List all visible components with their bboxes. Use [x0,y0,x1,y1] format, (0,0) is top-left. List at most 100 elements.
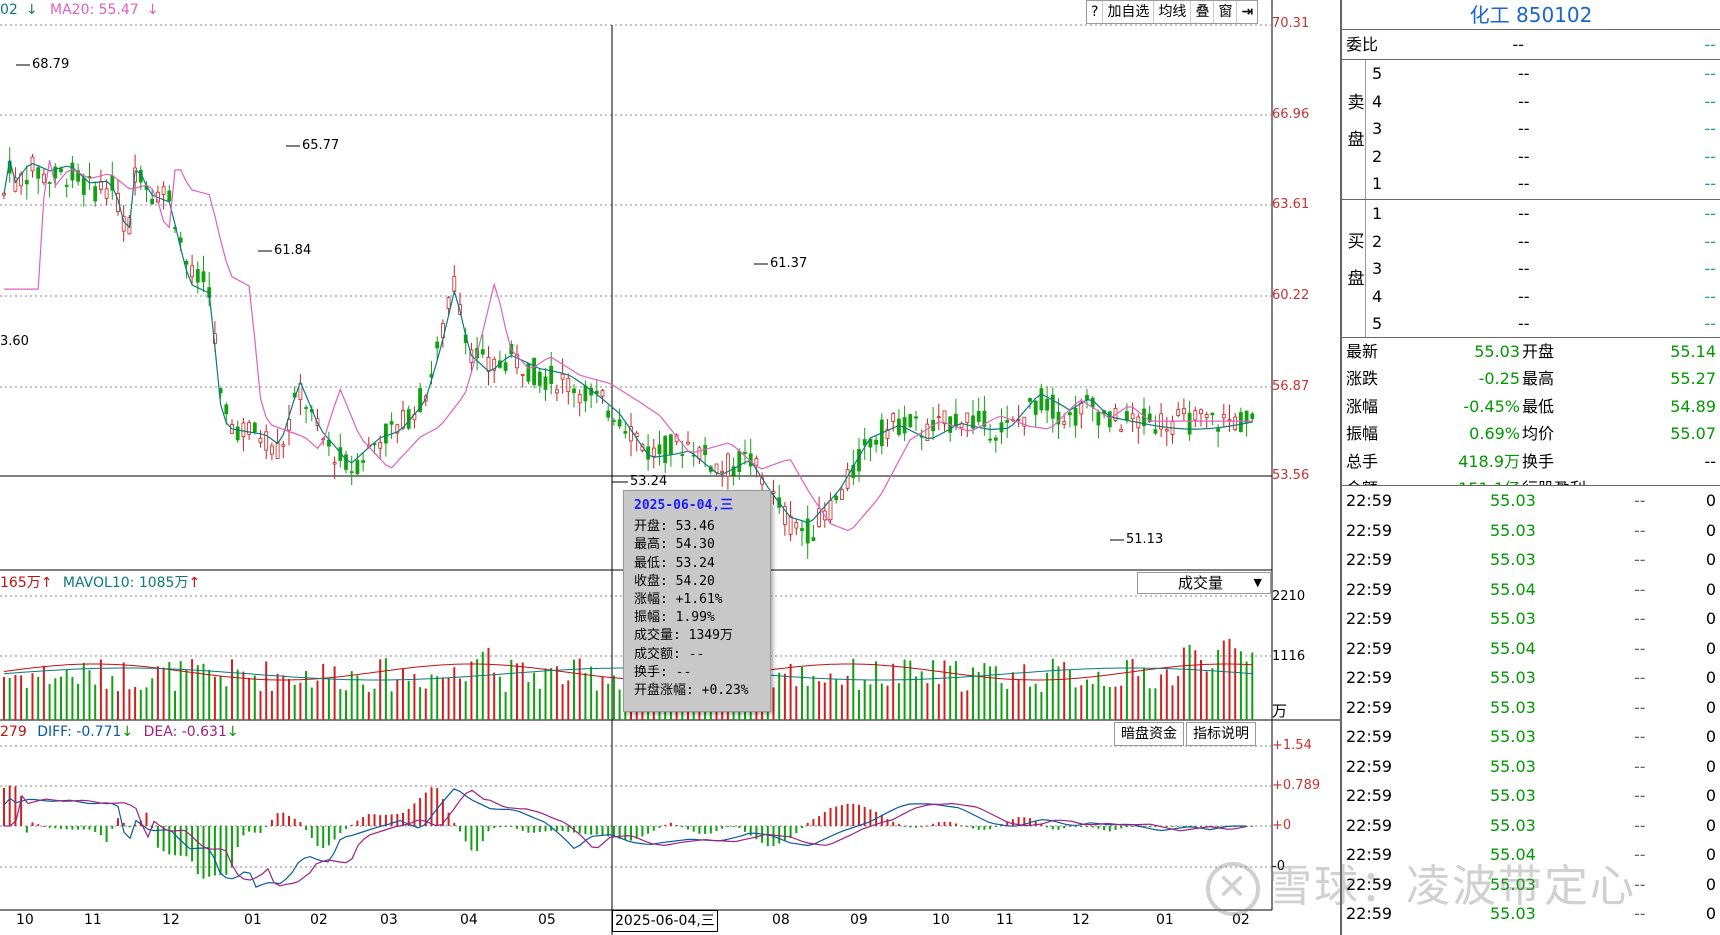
macd-bar [128,826,131,828]
macd-bar [1182,826,1185,827]
window-button[interactable]: 窗 [1214,1,1238,23]
volume-bar [1160,674,1163,720]
volume-bar [179,661,182,720]
macd-bar [470,826,473,851]
macd-bar [983,826,986,830]
order-ratio-row: 委比 -- -- [1342,30,1720,60]
candle-body [515,354,519,369]
ma10-value: 02 [0,2,18,18]
macd-bar [379,815,382,826]
chevron-down-icon: ▼ [1253,576,1262,589]
macd-bar [972,826,974,829]
stat-k2: 均价 [1522,424,1555,444]
volume-bar [407,680,410,720]
sell-level-row-lvl: 1 [1372,174,1383,193]
volume-bar [818,681,821,720]
tooltip-volume: 成交量: 1349万 [634,628,733,644]
macd-bar [122,822,125,826]
volume-bar [516,663,518,720]
macd-bar [145,812,148,826]
date-axis-tick: 12 [1072,912,1090,928]
candle-body [537,371,542,386]
candle-body [936,416,941,419]
volume-bar [31,673,34,720]
help-button[interactable]: ? [1087,1,1104,23]
candle-body [1050,394,1055,419]
macd-bar [270,819,273,826]
candle-body [47,182,52,184]
sell-level-row-lvl: 4 [1372,91,1383,111]
buy-level-row: 3 -- -- [1342,255,1720,283]
dea-value: DEA: -0.631 [143,724,227,740]
macd-bar [909,826,912,828]
macd-bar [276,813,279,826]
volume-bar [1177,676,1180,720]
macd-bar [789,826,792,839]
macd-bar [299,822,302,826]
volume-bar [470,661,473,720]
price-axis-tick: 53.56 [1272,468,1310,483]
macd-bar [806,822,809,826]
volume-bar [823,682,826,720]
candle-body [976,411,981,422]
volume-indicator-select[interactable]: 成交量 ▼ [1137,572,1271,594]
exit-icon[interactable]: ⇥ [1241,4,1254,20]
volume-bar [812,676,815,720]
macd-bar [1245,826,1248,827]
stat-k1: 涨幅 [1346,396,1379,416]
macd-bar [1086,826,1088,827]
candle-body [1068,412,1072,416]
chart-canvas[interactable] [0,0,1340,935]
buy-level-row-q: -- [1704,204,1716,223]
tick-list: 22:59 55.03 -- 0 22:59 55.03 -- 0 22:59 55.03 -- 0 2… [1342,486,1720,929]
candle-body [190,265,195,278]
instrument-title[interactable]: 化工 850102 [1342,0,1720,30]
price-axis-tick: 70.31 [1272,16,1310,31]
add-watchlist-button[interactable]: 加自选 [1103,1,1155,23]
date-axis-tick: 04 [460,912,478,928]
date-axis-tick: 10 [16,912,34,928]
candle-body [252,422,257,433]
tick-x: 0 [1705,697,1716,717]
tooltip-high: 最高: 54.30 [634,537,715,553]
macd-bar [943,821,946,826]
tick-x: 0 [1705,874,1716,894]
indicator-help-button[interactable]: 指标说明 [1186,722,1256,746]
candle-body [195,269,200,283]
macd-bar [550,826,553,831]
tick-vol: -- [1634,520,1646,540]
macd-bar [521,826,524,831]
tick-row: 22:59 55.03 -- 0 [1342,811,1720,841]
kline-chart-area[interactable]: 02 ↓ MA20: 55.47 ↓ ? 加自选 均线 叠 窗 ⇥ 68.79 65… [0,0,1340,935]
volume-bar [778,672,781,720]
volume-bar [1074,687,1077,720]
moving-average-button[interactable]: 均线 [1154,1,1192,23]
dark-pool-fund-button[interactable]: 暗盘资金 [1114,722,1184,746]
candle-body [1199,409,1203,415]
volume-bar [498,676,501,720]
mavol10-arrow: ↑ [188,575,201,591]
overlay-button[interactable]: 叠 [1191,1,1215,23]
tick-pr: 55.04 [1490,579,1536,599]
candle-body [805,518,810,544]
macd-bar [818,816,821,826]
macd-bar [1194,826,1197,827]
macd-bar [823,811,826,826]
macd-bar [652,826,655,831]
candle-body [868,438,873,448]
macd-bar [168,826,171,855]
volume-bar [202,663,205,720]
macd-bar [647,826,650,834]
volume-bar [493,672,496,720]
crosshair-date-label: 2025-06-04,三 [612,910,718,932]
macd-bar [669,822,672,826]
low-marker-label: 61.84 [274,243,312,258]
volume-bar [886,685,889,720]
candle-body [891,413,896,422]
volume-bar [162,667,165,720]
volume-bar [453,667,456,720]
macd-bar [977,826,980,830]
volume-bar [276,673,279,720]
stat-v1: 0.69% [1469,424,1520,444]
macd-bar [407,808,410,826]
